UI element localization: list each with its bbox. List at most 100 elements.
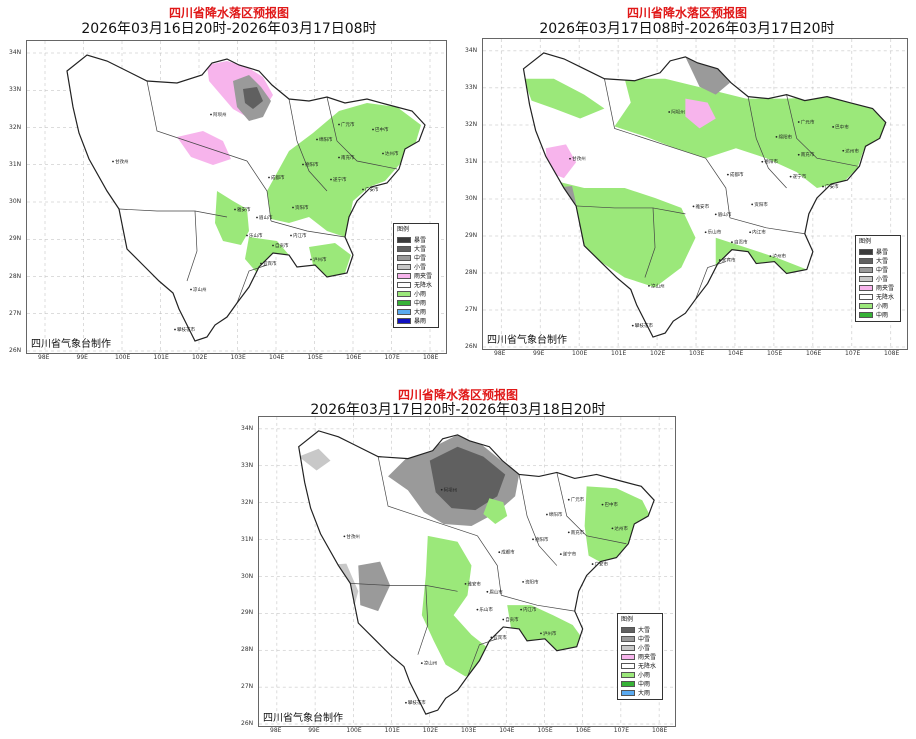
city-dot	[714, 213, 717, 216]
forecast-map-panel-1: 四川省降水落区预报图 2026年03月16日20时-2026年03月17日08时…	[0, 0, 458, 361]
latitude-label: 34N	[241, 425, 254, 432]
city-label: 内江市	[523, 606, 537, 613]
precip-layer	[177, 61, 421, 277]
city-label: 乐山市	[479, 606, 493, 613]
city-label: 甘孜州	[346, 533, 359, 540]
legend-swatch	[621, 662, 635, 669]
city-dot	[704, 231, 707, 234]
longitude-label: 100E	[115, 354, 131, 361]
legend-label: 大雪	[876, 258, 889, 265]
longitude-label: 98E	[494, 350, 506, 357]
prefecture-boundary	[604, 78, 706, 159]
latitude-label: 29N	[241, 609, 254, 617]
city-label: 遂宁市	[333, 176, 347, 183]
city-label: 阿坝州	[671, 109, 685, 116]
legend-swatch	[397, 236, 411, 243]
city-dot	[520, 608, 523, 611]
legend-item: 中雪	[859, 265, 897, 274]
city-label: 资阳市	[525, 578, 539, 585]
forecast-map-panel-2: 四川省降水落区预报图 2026年03月17日08时-2026年03月17日20时…	[458, 0, 916, 360]
legend-label: 中雪	[876, 267, 889, 274]
latitude-label: 30N	[241, 572, 254, 580]
city-label: 德阳市	[764, 158, 778, 165]
legend-item: 小雨	[859, 301, 897, 310]
prefecture-boundary	[417, 585, 429, 655]
legend-title: 图例	[859, 238, 872, 245]
city-dot	[260, 262, 262, 265]
legend-item: 中雪	[621, 634, 659, 643]
city-label: 绵阳市	[778, 133, 792, 140]
city-dot	[822, 185, 824, 188]
longitude-label: 104E	[269, 354, 285, 361]
city-label: 凉山州	[651, 282, 665, 289]
legend-label: 小雪	[876, 276, 889, 283]
city-dot	[343, 535, 346, 538]
city-dot	[546, 513, 548, 516]
city-dot	[234, 208, 236, 211]
legend-item: 小雪	[621, 643, 659, 652]
latitude-label: 28N	[9, 272, 22, 280]
prefecture-boundary	[729, 217, 805, 235]
precip-area	[309, 243, 351, 277]
legend-item: 雨夹雪	[859, 283, 897, 292]
city-label: 南充市	[571, 529, 585, 536]
precip-area	[483, 498, 508, 524]
longitude-label: 105E	[307, 354, 323, 361]
precip-area	[685, 56, 730, 95]
legend-label: 大雨	[414, 309, 427, 316]
latitude-label: 26N	[465, 343, 478, 350]
city-label: 攀枝花市	[177, 326, 195, 333]
legend-label: 中雨	[638, 681, 651, 688]
legend-item: 大雨	[397, 307, 435, 316]
latitude-label: 34N	[465, 47, 478, 54]
city-label: 雅安市	[696, 203, 710, 210]
city-dot	[174, 328, 176, 331]
legend-label: 中雪	[638, 636, 651, 643]
city-label: 凉山州	[193, 286, 207, 293]
prefecture-boundary	[236, 264, 268, 304]
city-dot	[190, 288, 192, 291]
city-label: 眉山市	[489, 588, 503, 595]
longitude-label: 105E	[537, 727, 553, 734]
city-label: 泸州市	[772, 253, 786, 260]
precip-area	[523, 78, 605, 119]
longitude-label: 104E	[728, 350, 744, 357]
prefecture-boundary	[350, 583, 458, 592]
map-legend: 图例 暴雪 大雪 中雪 小雪 雨夹雪 无降水 小雨 中雨 大雨 暴雨	[393, 223, 439, 328]
city-dot	[567, 498, 570, 501]
city-dot	[272, 244, 274, 247]
legend-swatch	[397, 317, 411, 324]
legend-swatch	[859, 284, 873, 291]
city-label: 绵阳市	[319, 136, 333, 143]
city-dot	[302, 163, 304, 166]
legend-swatch	[397, 272, 411, 279]
city-label: 宜宾市	[493, 634, 507, 641]
longitude-label: 107E	[613, 727, 630, 734]
longitude-label: 98E	[38, 354, 50, 361]
map-frame: 阿坝州 广元市 巴中市 绵阳市 德阳市 南充市 达州市 甘孜州 成都市 遂宁市 广安市 雅安市 眉山市 资…	[26, 40, 447, 354]
longitude-label: 102E	[650, 350, 666, 357]
prefecture-boundary	[146, 80, 248, 162]
city-dot	[338, 156, 340, 159]
city-label: 遂宁市	[793, 173, 807, 180]
legend-label: 大雨	[638, 690, 651, 697]
latitude-label: 27N	[465, 306, 478, 313]
legend-item: 暴雨	[397, 316, 435, 325]
longitude-label: 101E	[153, 354, 169, 361]
latitude-label: 29N	[9, 235, 22, 243]
longitude-label: 106E	[575, 727, 591, 734]
longitude-label: 103E	[689, 350, 705, 357]
city-dot	[591, 563, 594, 565]
legend-item: 暴雪	[859, 247, 897, 256]
city-label: 甘孜州	[572, 155, 586, 162]
province-boundary	[522, 52, 887, 338]
city-dot	[797, 153, 800, 156]
latitude-label: 28N	[241, 646, 254, 654]
prefecture-boundary	[644, 207, 656, 278]
legend-item: 小雪	[859, 274, 897, 283]
legend-label: 小雪	[414, 264, 427, 271]
prefecture-boundary	[467, 638, 498, 677]
legend-item: 中雨	[621, 679, 659, 688]
